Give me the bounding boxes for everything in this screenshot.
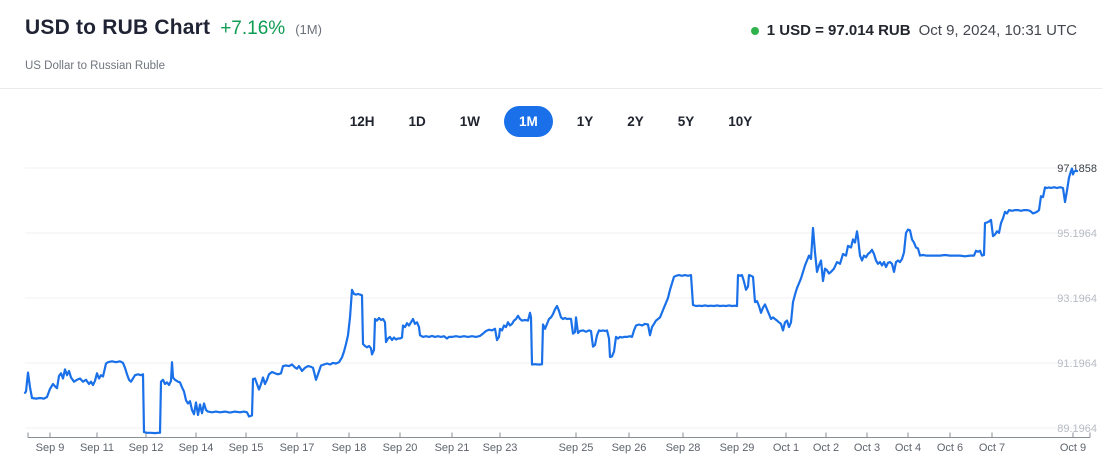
y-axis-max-label: 97.1858 bbox=[1057, 163, 1097, 175]
x-axis-label: Sep 11 bbox=[80, 442, 114, 454]
x-axis-label: Sep 9 bbox=[36, 442, 65, 454]
x-axis-label: Oct 3 bbox=[854, 442, 880, 454]
time-range-tabs: 12H 1D 1W 1M 1Y 2Y 5Y 10Y bbox=[0, 106, 1102, 137]
x-axis-label: Sep 15 bbox=[229, 442, 264, 454]
page-title: USD to RUB Chart bbox=[25, 16, 211, 39]
x-axis-label: Sep 14 bbox=[179, 442, 214, 454]
change-period: (1M) bbox=[295, 22, 322, 37]
x-axis-label: Oct 4 bbox=[895, 442, 921, 454]
x-axis-label: Sep 21 bbox=[435, 442, 470, 454]
exchange-rate-quote: 1 USD = 97.014 RUB bbox=[766, 22, 911, 39]
x-axis-label: Sep 23 bbox=[483, 442, 518, 454]
x-axis-label: Sep 20 bbox=[383, 442, 418, 454]
page-header: USD to RUB Chart +7.16% (1M) bbox=[25, 16, 322, 40]
x-axis-label: Oct 1 bbox=[773, 442, 799, 454]
page-subtitle: US Dollar to Russian Ruble bbox=[25, 60, 165, 72]
tab-12h[interactable]: 12H bbox=[340, 106, 385, 137]
x-axis-label: Sep 18 bbox=[332, 442, 367, 454]
tab-1d[interactable]: 1D bbox=[398, 106, 435, 137]
x-axis-label: Sep 28 bbox=[666, 442, 701, 454]
x-axis-label: Sep 29 bbox=[720, 442, 755, 454]
x-axis-label: Oct 7 bbox=[979, 442, 1005, 454]
price-line bbox=[23, 167, 1079, 435]
live-indicator-icon bbox=[750, 26, 759, 35]
y-axis-label: 91.1964 bbox=[1057, 358, 1097, 370]
x-axis-label: Sep 25 bbox=[559, 442, 594, 454]
tab-2y[interactable]: 2Y bbox=[617, 106, 654, 137]
y-axis-label: 89.1964 bbox=[1057, 423, 1097, 435]
x-axis-label: Oct 9 bbox=[1060, 442, 1086, 454]
x-axis-label: Sep 12 bbox=[129, 442, 164, 454]
y-axis-label: 95.1964 bbox=[1057, 228, 1097, 240]
tab-10y[interactable]: 10Y bbox=[718, 106, 762, 137]
tab-1w[interactable]: 1W bbox=[450, 106, 490, 137]
x-axis-label: Oct 2 bbox=[813, 442, 839, 454]
current-rate-area: 1 USD = 97.014 RUB Oct 9, 2024, 10:31 UT… bbox=[750, 22, 1077, 39]
x-axis-label: Sep 26 bbox=[612, 442, 647, 454]
quote-timestamp: Oct 9, 2024, 10:31 UTC bbox=[918, 22, 1077, 39]
x-axis-label: Sep 17 bbox=[280, 442, 315, 454]
header-divider bbox=[0, 88, 1102, 89]
tab-1y[interactable]: 1Y bbox=[567, 106, 604, 137]
tab-1m[interactable]: 1M bbox=[503, 106, 553, 137]
x-axis-label: Oct 6 bbox=[937, 442, 963, 454]
change-percent: +7.16% bbox=[220, 18, 286, 39]
y-axis-label: 93.1964 bbox=[1057, 293, 1097, 305]
tab-5y[interactable]: 5Y bbox=[668, 106, 705, 137]
